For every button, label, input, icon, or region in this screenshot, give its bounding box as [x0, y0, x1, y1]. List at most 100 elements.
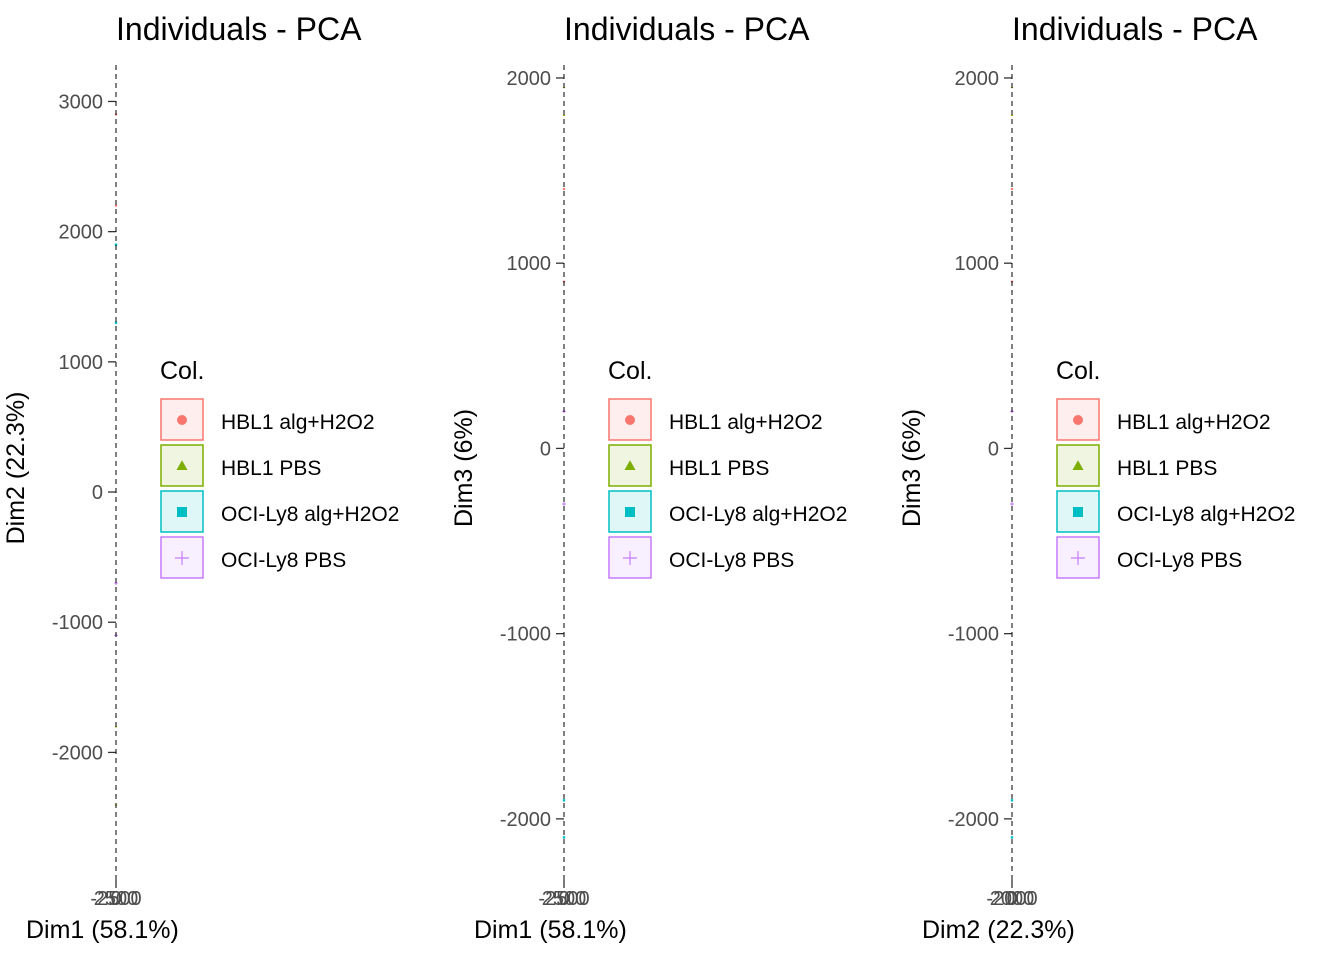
- panel-title: Individuals - PCA: [1012, 11, 1258, 47]
- legend-label: OCI-Ly8 alg+H2O2: [669, 503, 847, 526]
- y-tick-label: -1000: [500, 624, 551, 646]
- x-axis-label: Dim2 (22.3%): [922, 916, 1075, 944]
- data-point: [114, 321, 118, 324]
- legend: Col. HBL1 alg+H2O2 HBL1 PBS OCI-Ly8 alg+H2O…: [160, 357, 399, 579]
- y-tick-label: 0: [988, 438, 999, 460]
- pca-panel-dim1-dim3: Individuals - PCA 2000 1000 0 -1000 -2000 -2…: [450, 11, 847, 944]
- data-point: [562, 502, 566, 506]
- y-axis-label: Dim3 (6%): [898, 409, 926, 527]
- legend-key-symbol: [625, 415, 635, 425]
- data-point: [114, 204, 118, 207]
- legend-key-symbol: [176, 460, 188, 470]
- y-tick-label: -2000: [52, 742, 103, 764]
- pca-panel-dim1-dim2: Individuals - PCA 3000 2000 1000 0 -1000 -200…: [2, 11, 399, 944]
- data-points: [114, 113, 118, 806]
- x-axis-label: Dim1 (58.1%): [474, 916, 627, 944]
- y-tick-label: 3000: [59, 91, 104, 113]
- panel-title: Individuals - PCA: [116, 11, 362, 47]
- x-tick-label: 2500: [94, 888, 139, 910]
- legend-key: [160, 398, 204, 441]
- legend-key: [160, 536, 204, 579]
- x-tick-label: 0: [558, 888, 569, 910]
- data-point: [562, 187, 566, 191]
- legend-label: HBL1 alg+H2O2: [669, 411, 823, 434]
- legend-key-symbol: [625, 507, 635, 517]
- y-tick-label: -2000: [948, 809, 999, 831]
- y-axis-label: Dim2 (22.3%): [2, 392, 30, 545]
- legend-label: HBL1 alg+H2O2: [221, 411, 375, 434]
- legend-key: [1056, 536, 1100, 579]
- legend: Col. HBL1 alg+H2O2 HBL1 PBS OCI-Ly8 alg+H2O…: [1056, 357, 1295, 579]
- legend-key: [608, 398, 652, 441]
- legend-title: Col.: [608, 357, 652, 385]
- y-axis-ticks: 2000 1000 0 -1000 -2000: [948, 68, 1012, 831]
- legend-label: HBL1 PBS: [221, 457, 321, 480]
- legend-label: HBL1 alg+H2O2: [1117, 411, 1271, 434]
- y-tick-label: -2000: [500, 809, 551, 831]
- legend-key-symbol: [1071, 551, 1085, 565]
- legend-key: [1056, 444, 1100, 487]
- y-tick-label: -1000: [52, 612, 103, 634]
- legend-key: [160, 490, 204, 533]
- data-point: [562, 799, 566, 802]
- y-tick-label: 0: [540, 438, 551, 460]
- y-tick-label: 2000: [955, 68, 1000, 90]
- data-point: [1010, 502, 1014, 506]
- legend-key-symbol: [1073, 507, 1083, 517]
- y-axis-ticks: 2000 1000 0 -1000 -2000: [500, 68, 564, 831]
- x-tick-label: 2500: [542, 888, 587, 910]
- legend-title: Col.: [160, 357, 204, 385]
- legend-key-symbol: [1072, 460, 1084, 470]
- x-tick-label: -2000: [986, 888, 1037, 910]
- pca-panel-dim2-dim3: Individuals - PCA 2000 1000 0 -1000 -2000 -2…: [898, 11, 1295, 944]
- legend-label: HBL1 PBS: [1117, 457, 1217, 480]
- y-tick-label: 2000: [507, 68, 552, 90]
- y-tick-label: 1000: [955, 253, 1000, 275]
- x-tick-label: 0: [1006, 888, 1017, 910]
- legend-key-box: [608, 490, 652, 533]
- legend-key-box: [1056, 490, 1100, 533]
- x-tick-label: -2500: [90, 888, 141, 910]
- y-tick-label: 0: [92, 482, 103, 504]
- x-tick-label: 2000: [990, 888, 1035, 910]
- y-tick-label: 1000: [59, 352, 104, 374]
- panel-title: Individuals - PCA: [564, 11, 810, 47]
- legend-label: OCI-Ly8 alg+H2O2: [221, 503, 399, 526]
- x-tick-label: -2500: [538, 888, 589, 910]
- data-point: [1010, 836, 1014, 839]
- legend-key: [608, 444, 652, 487]
- y-tick-label: 2000: [59, 222, 104, 244]
- y-tick-label: -1000: [948, 624, 999, 646]
- data-point: [1010, 799, 1014, 802]
- legend-key-symbol: [175, 551, 189, 565]
- legend-key-symbol: [1073, 415, 1083, 425]
- legend-key-symbol: [177, 507, 187, 517]
- legend-key: [1056, 490, 1100, 533]
- legend-key: [1056, 398, 1100, 441]
- legend-label: OCI-Ly8 PBS: [669, 549, 794, 572]
- legend-key-symbol: [623, 551, 637, 565]
- legend-label: OCI-Ly8 alg+H2O2: [1117, 503, 1295, 526]
- data-point: [562, 836, 566, 839]
- y-axis-label: Dim3 (6%): [450, 409, 478, 527]
- x-axis-label: Dim1 (58.1%): [26, 916, 179, 944]
- legend-label: OCI-Ly8 PBS: [1117, 549, 1242, 572]
- data-point: [114, 243, 118, 246]
- legend-label: OCI-Ly8 PBS: [221, 549, 346, 572]
- y-axis-ticks: 3000 2000 1000 0 -1000 -2000: [52, 91, 116, 764]
- data-point: [1010, 187, 1014, 191]
- legend-key-symbol: [624, 460, 636, 470]
- x-tick-label: 0: [110, 888, 121, 910]
- legend-title: Col.: [1056, 357, 1100, 385]
- legend-key: [608, 536, 652, 579]
- legend-key: [160, 444, 204, 487]
- y-tick-label: 1000: [507, 253, 552, 275]
- legend: Col. HBL1 alg+H2O2 HBL1 PBS OCI-Ly8 alg+H2O…: [608, 357, 847, 579]
- legend-key: [608, 490, 652, 533]
- legend-label: HBL1 PBS: [669, 457, 769, 480]
- legend-key-symbol: [177, 415, 187, 425]
